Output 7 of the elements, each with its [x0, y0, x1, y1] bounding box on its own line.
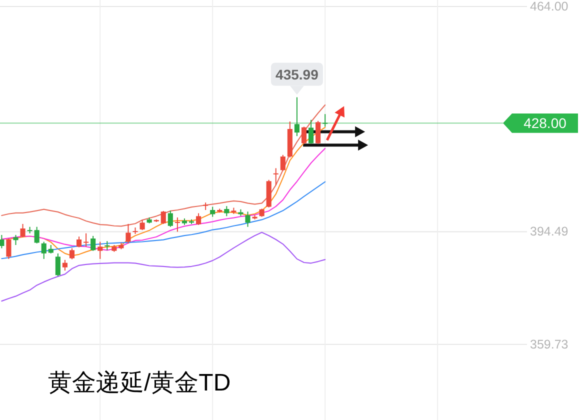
annotation: 435.99 [276, 66, 319, 82]
ref-line-label: 428.00 [524, 115, 567, 132]
y-tick-label: 359.73 [530, 337, 568, 352]
y-tick-label: 464.00 [530, 0, 568, 14]
annotation: 435.99 [270, 62, 323, 95]
title: 黄金递延/黄金TD [48, 370, 231, 396]
y-tick-label: 394.49 [530, 224, 568, 239]
